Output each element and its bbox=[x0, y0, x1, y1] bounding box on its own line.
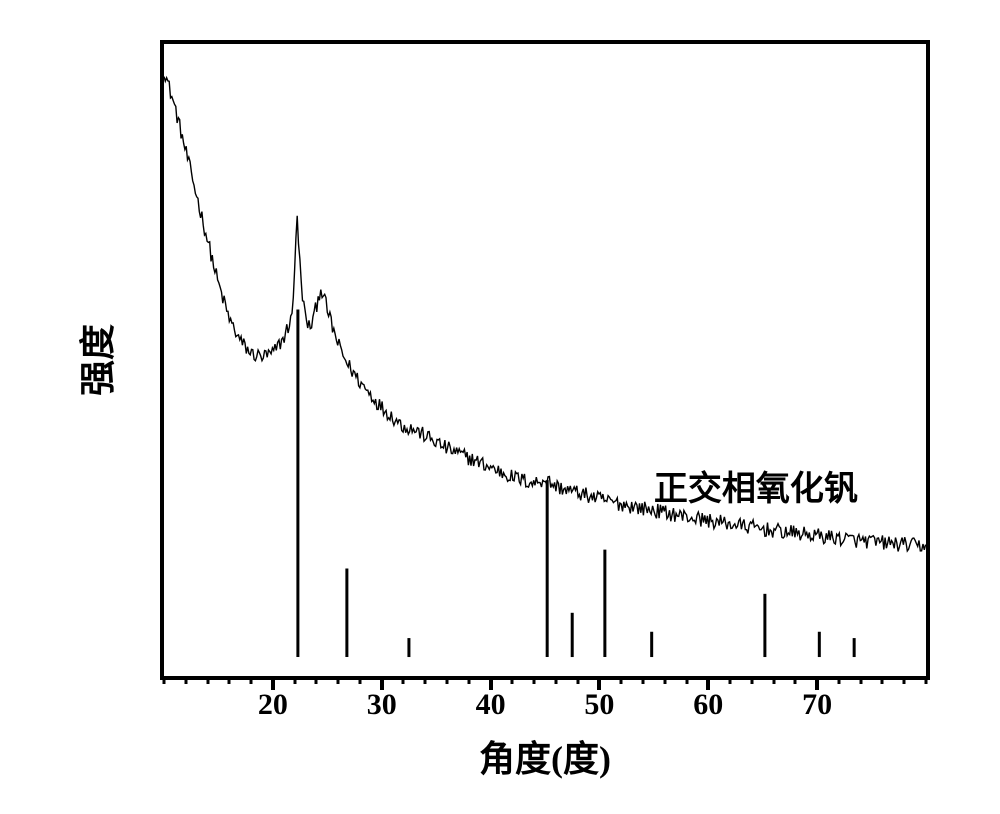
x-tick-label: 30 bbox=[367, 688, 397, 722]
x-tick-minor bbox=[554, 676, 557, 684]
x-tick-minor bbox=[903, 676, 906, 684]
x-tick-minor bbox=[729, 676, 732, 684]
x-tick-label: 60 bbox=[693, 688, 723, 722]
x-tick-minor bbox=[402, 676, 405, 684]
x-tick-minor bbox=[184, 676, 187, 684]
x-tick-minor bbox=[163, 676, 166, 684]
x-tick-label: 50 bbox=[584, 688, 614, 722]
x-tick-minor bbox=[620, 676, 623, 684]
x-tick-minor bbox=[446, 676, 449, 684]
x-tick-minor bbox=[925, 676, 928, 684]
x-axis-title: 角度(度) bbox=[160, 730, 930, 782]
plot-svg bbox=[164, 44, 926, 676]
x-tick-minor bbox=[424, 676, 427, 684]
x-tick-minor bbox=[576, 676, 579, 684]
x-tick-minor bbox=[337, 676, 340, 684]
x-tick-minor bbox=[467, 676, 470, 684]
x-tick-minor bbox=[750, 676, 753, 684]
y-axis-label-text: 强度 bbox=[69, 324, 121, 396]
x-tick-minor bbox=[228, 676, 231, 684]
x-tick-minor bbox=[293, 676, 296, 684]
x-tick-minor bbox=[881, 676, 884, 684]
x-tick-minor bbox=[315, 676, 318, 684]
x-tick-label: 70 bbox=[802, 688, 832, 722]
x-tick-minor bbox=[772, 676, 775, 684]
x-tick-minor bbox=[641, 676, 644, 684]
series-annotation: 正交相氧化钒 bbox=[654, 461, 858, 510]
y-axis-title: 强度 bbox=[70, 40, 120, 680]
x-tick-minor bbox=[663, 676, 666, 684]
x-tick-minor bbox=[837, 676, 840, 684]
x-tick-minor bbox=[511, 676, 514, 684]
x-tick-label: 40 bbox=[476, 688, 506, 722]
x-tick-minor bbox=[794, 676, 797, 684]
x-tick-label: 20 bbox=[258, 688, 288, 722]
x-tick-minor bbox=[859, 676, 862, 684]
x-tick-minor bbox=[533, 676, 536, 684]
x-tick-minor bbox=[685, 676, 688, 684]
x-tick-minor bbox=[206, 676, 209, 684]
x-tick-minor bbox=[250, 676, 253, 684]
x-tick-minor bbox=[358, 676, 361, 684]
xrd-figure: 强度 正交相氧化钒 20 30 40 50 60 70 角度(度) bbox=[40, 20, 960, 790]
plot-area: 正交相氧化钒 bbox=[160, 40, 930, 680]
